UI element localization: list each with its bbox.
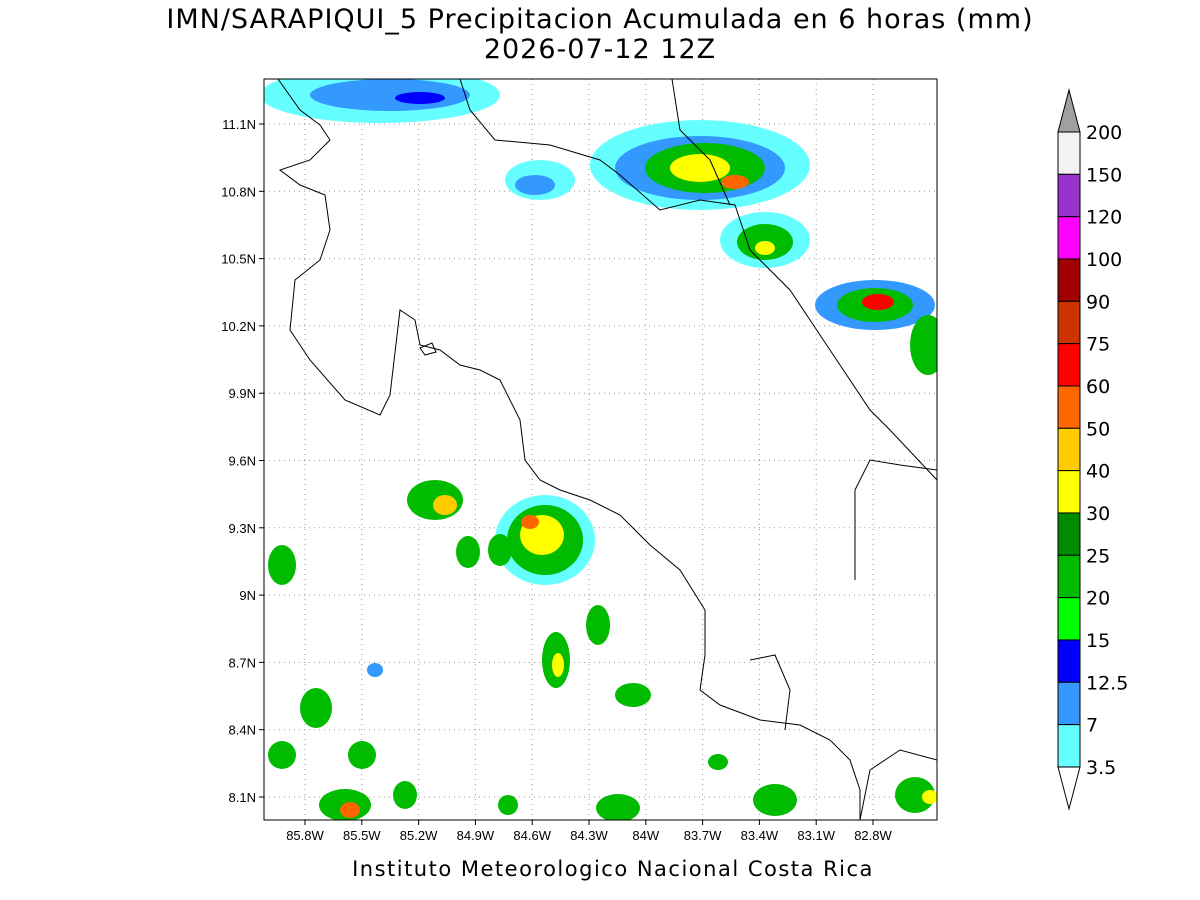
colorbar-box [1057, 300, 1081, 345]
colorbar-label: 25 [1086, 545, 1110, 567]
colorbar-box [1057, 131, 1081, 175]
colorbar-label: 120 [1086, 207, 1122, 229]
lat-label: 10.8N [221, 184, 256, 199]
lat-label: 8.4N [229, 723, 256, 738]
colorbar-box [1057, 724, 1081, 768]
colorbar-box [1057, 512, 1081, 556]
lat-label: 9.9N [229, 386, 256, 401]
colorbar-box [1057, 343, 1081, 387]
lat-label: 9N [239, 588, 256, 603]
colorbar-box [1057, 216, 1081, 260]
colorbar-label: 90 [1086, 291, 1110, 313]
lat-label: 8.7N [229, 655, 256, 670]
colorbar-under [1057, 766, 1081, 811]
lon-label: 85.2W [400, 828, 438, 843]
lat-label: 9.6N [229, 454, 256, 469]
colorbar-box [1057, 597, 1081, 641]
lat-label: 8.1N [229, 790, 256, 805]
lon-label: 84W [632, 828, 659, 843]
colorbar-box [1057, 639, 1081, 683]
colorbar-label: 60 [1086, 376, 1110, 398]
colorbar-over [1057, 88, 1081, 133]
colorbar-label: 200 [1086, 122, 1122, 144]
colorbar: 200 150 120 100 90 75 60 50 40 30 25 20 15 12.5 7 3.5 [1057, 88, 1128, 811]
lon-label: 85.8W [286, 828, 324, 843]
colorbar-label: 3.5 [1086, 757, 1116, 779]
colorbar-label: 7 [1086, 715, 1098, 737]
precip-field [264, 79, 937, 820]
grid [259, 79, 937, 825]
lon-label: 83.7W [684, 828, 722, 843]
colorbar-label: 100 [1086, 249, 1122, 271]
colorbar-box [1057, 470, 1081, 514]
colorbar-box [1057, 554, 1081, 599]
colorbar-box [1057, 681, 1081, 726]
lat-label: 10.2N [221, 319, 256, 334]
lat-label: 11.1N [222, 117, 256, 132]
colorbar-label: 50 [1086, 418, 1110, 440]
lon-label: 85.5W [343, 828, 381, 843]
lon-label: 82.8W [854, 828, 892, 843]
subtitle: 2026-07-12 12Z [484, 34, 716, 65]
lon-label: 84.6W [513, 828, 551, 843]
lat-label: 10.5N [221, 252, 256, 267]
title: IMN/SARAPIQUI_5 Precipitacion Acumulada … [166, 4, 1033, 35]
lon-label: 84.9W [457, 828, 495, 843]
coastline [277, 79, 937, 820]
colorbar-box [1057, 427, 1081, 472]
colorbar-label: 15 [1086, 630, 1110, 652]
lon-label: 83.4W [741, 828, 779, 843]
colorbar-box [1057, 385, 1081, 429]
precip-cells [264, 79, 937, 820]
colorbar-label: 75 [1086, 334, 1110, 356]
colorbar-box [1057, 173, 1081, 218]
colorbar-label: 40 [1086, 461, 1110, 483]
lon-label: 84.3W [570, 828, 608, 843]
colorbar-box [1057, 258, 1081, 302]
map-frame [263, 78, 938, 821]
colorbar-label: 20 [1086, 588, 1110, 610]
lon-label: 83.1W [797, 828, 835, 843]
colorbar-label: 150 [1086, 164, 1122, 186]
colorbar-label: 30 [1086, 503, 1110, 525]
colorbar-label: 12.5 [1086, 672, 1128, 694]
footer: Instituto Meteorologico Nacional Costa R… [352, 857, 874, 881]
lat-label: 9.3N [229, 521, 256, 536]
